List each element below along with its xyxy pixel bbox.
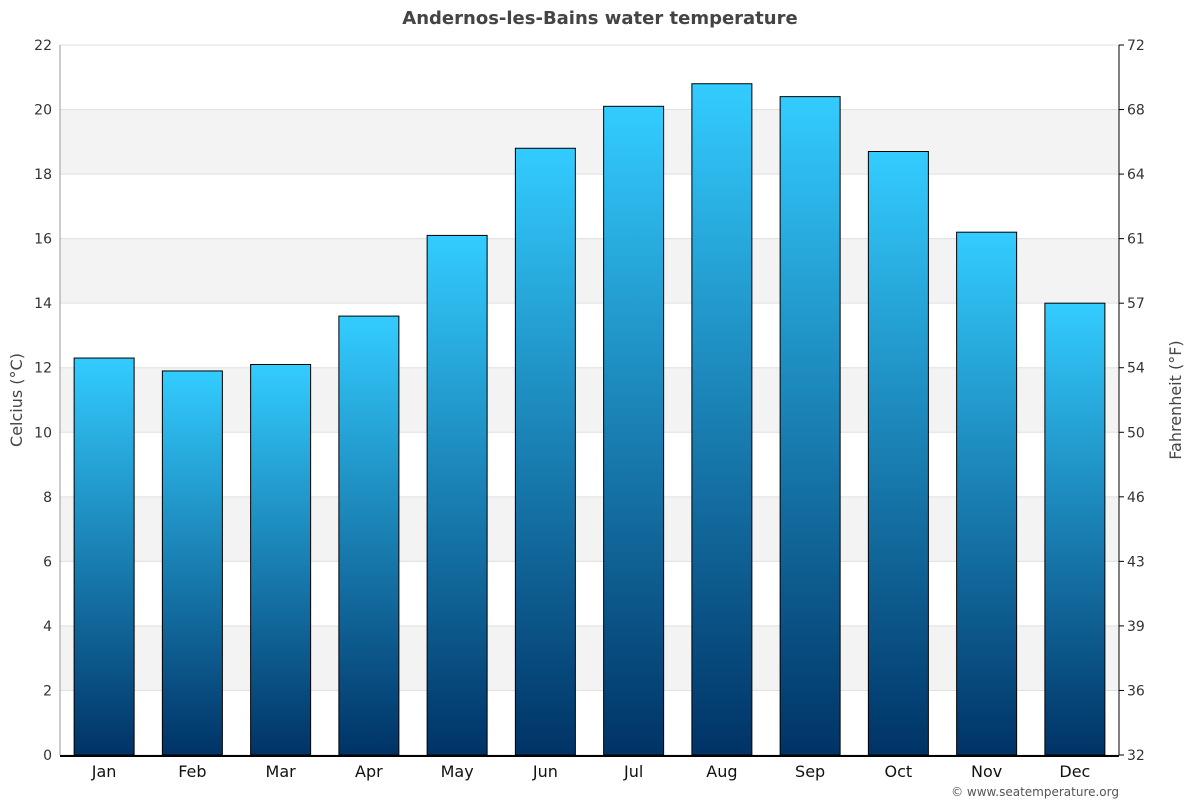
grid-band [60, 238, 1119, 304]
bar-sep [779, 96, 841, 756]
y2-tick-label: 39 [1127, 619, 1145, 635]
y-tick-label: 14 [34, 296, 52, 312]
y2-tick-label: 54 [1127, 361, 1145, 377]
y-tick-label: 4 [43, 619, 52, 635]
x-tick-label: Jan [91, 762, 117, 781]
y-tick-label: 8 [43, 490, 52, 506]
x-tick-label: Jul [623, 762, 643, 781]
bar-jan [73, 357, 135, 756]
bar-jul [603, 105, 665, 756]
bar-nov [956, 231, 1018, 756]
x-tick-label: Aug [706, 762, 737, 781]
bar-jun [514, 147, 576, 756]
y2-tick-label: 57 [1127, 296, 1145, 312]
grid-band [60, 109, 1119, 175]
y-tick-label: 2 [43, 683, 52, 699]
y2-tick-label: 46 [1127, 490, 1145, 506]
x-tick-label: Dec [1059, 762, 1090, 781]
y-tick-label: 12 [34, 361, 52, 377]
y-tick-label: 20 [34, 103, 52, 119]
bar-apr [338, 315, 400, 756]
y-tick-label: 22 [34, 38, 52, 54]
x-tick-label: Mar [266, 762, 297, 781]
grid-band [60, 625, 1119, 691]
y-tick-label: 16 [34, 232, 52, 248]
y2-tick-label: 72 [1127, 38, 1145, 54]
x-tick-label: May [441, 762, 474, 781]
y-tick-label: 18 [34, 167, 52, 183]
y2-tick-label: 32 [1127, 748, 1145, 764]
x-tick-label: Sep [795, 762, 825, 781]
x-tick-label: Feb [178, 762, 206, 781]
bar-oct [867, 151, 929, 756]
y2-tick-label: 64 [1127, 167, 1145, 183]
y2-axis-label: Fahrenheit (°F) [1166, 340, 1185, 459]
bar-dec [1044, 302, 1106, 756]
chart-title: Andernos-les-Bains water temperature [402, 8, 797, 29]
grid-band [60, 367, 1119, 433]
y2-tick-label: 50 [1127, 425, 1145, 441]
y-tick-label: 6 [43, 554, 52, 570]
y-tick-label: 0 [43, 748, 52, 764]
bar-aug [691, 83, 753, 756]
bar-may [426, 234, 488, 756]
bar-feb [161, 370, 223, 756]
grid-band [60, 496, 1119, 562]
bar-mar [250, 364, 312, 756]
x-tick-label: Nov [971, 762, 1002, 781]
y-tick-label: 10 [34, 425, 52, 441]
y2-tick-label: 43 [1127, 554, 1145, 570]
credit: © www.seatemperature.org [951, 785, 1119, 799]
x-tick-label: Jun [532, 762, 558, 781]
y2-tick-label: 68 [1127, 103, 1145, 119]
y2-tick-label: 36 [1127, 683, 1145, 699]
y2-tick-label: 61 [1127, 232, 1145, 248]
y-axis-label: Celcius (°C) [7, 353, 26, 447]
x-tick-label: Apr [355, 762, 383, 781]
x-tick-label: Oct [885, 762, 913, 781]
